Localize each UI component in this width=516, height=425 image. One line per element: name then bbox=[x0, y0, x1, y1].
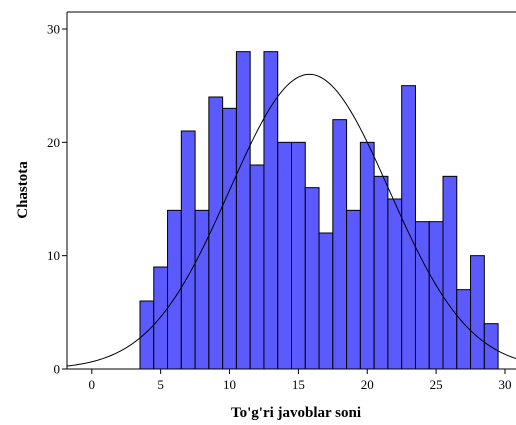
y-tick-label: 20 bbox=[47, 135, 60, 150]
x-tick-label: 10 bbox=[223, 377, 236, 392]
histogram-bar bbox=[153, 266, 169, 370]
x-axis-title: To'g'ri javoblar soni bbox=[231, 405, 361, 421]
histogram-bar bbox=[318, 232, 334, 370]
histogram-bar bbox=[222, 107, 237, 370]
histogram-bar bbox=[359, 141, 375, 370]
axes bbox=[66, 11, 516, 370]
histogram-bar bbox=[373, 175, 389, 370]
histogram-bar bbox=[139, 300, 155, 370]
histogram-bar bbox=[346, 209, 361, 370]
normal-curve bbox=[66, 73, 516, 367]
histogram-bar bbox=[180, 130, 196, 370]
histogram-bar bbox=[194, 209, 210, 370]
x-tick-label: 5 bbox=[157, 377, 164, 392]
histogram-bar bbox=[249, 164, 265, 370]
histogram-bar bbox=[428, 221, 444, 370]
histogram-bar bbox=[456, 289, 472, 370]
x-tick-label: 20 bbox=[361, 377, 374, 392]
y-tick-label: 10 bbox=[47, 248, 60, 263]
histogram-bar bbox=[291, 141, 306, 370]
histogram-bar bbox=[208, 96, 224, 370]
histogram-bar bbox=[304, 187, 320, 370]
histogram-bar bbox=[414, 221, 430, 370]
histogram-bar bbox=[235, 51, 251, 370]
histogram-bar bbox=[470, 255, 485, 370]
histogram-bar bbox=[442, 175, 458, 370]
histogram-bar bbox=[387, 198, 403, 370]
histogram-bar bbox=[277, 141, 292, 370]
y-tick-label: 0 bbox=[54, 362, 61, 377]
x-tick-label: 25 bbox=[430, 377, 443, 392]
x-tick-label: 15 bbox=[292, 377, 305, 392]
y-tick-label: 30 bbox=[47, 22, 60, 37]
histogram-bar bbox=[401, 85, 416, 370]
histogram-bar bbox=[332, 119, 348, 370]
x-tick-label: 30 bbox=[498, 377, 511, 392]
histogram-bar bbox=[167, 209, 182, 370]
x-tick-label: 0 bbox=[89, 377, 96, 392]
ticks: 0 10 20 30 0 5 10 15 20 25 30 bbox=[47, 22, 511, 393]
y-axis-title: Chastota bbox=[15, 161, 31, 219]
bars bbox=[139, 51, 499, 370]
